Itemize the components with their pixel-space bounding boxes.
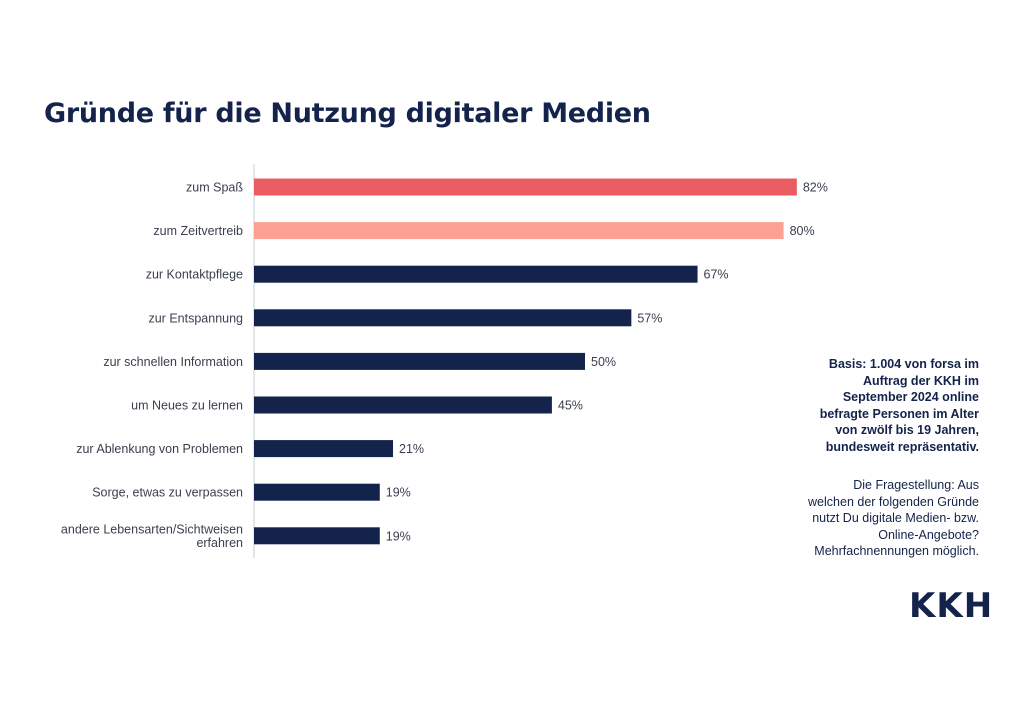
question-line: Mehrfachnennungen möglich. (814, 544, 979, 558)
bar (254, 178, 797, 196)
value-label: 57% (637, 311, 662, 325)
category-label: zur schnellen Information (103, 355, 243, 369)
basis-line: von zwölf bis 19 Jahren, (835, 423, 979, 437)
category-label: zum Zeitvertreib (153, 224, 243, 238)
value-label: 50% (591, 355, 616, 369)
basis-line: befragte Personen im Alter (819, 406, 979, 421)
category-label: zur Entspannung (148, 311, 243, 325)
basis-note: Basis: 1.004 von forsa im Auftrag der KK… (759, 356, 979, 455)
question-line: welchen der folgenden Gründe (808, 494, 979, 509)
bar (254, 527, 380, 545)
question-line: Online-Angebote? (878, 527, 979, 542)
bar (254, 265, 698, 283)
value-label: 21% (399, 442, 424, 456)
category-label: zur Ablenkung von Problemen (76, 442, 243, 456)
basis-line: bundesweit repräsentativ. (825, 439, 979, 454)
basis-line: September 2024 online (842, 390, 979, 404)
question-note: Die Fragestellung: Aus welchen der folge… (759, 477, 979, 560)
category-label: zum Spaß (186, 181, 243, 195)
value-label: 19% (386, 486, 411, 500)
category-label: um Neues zu lernen (131, 399, 243, 413)
value-label: 82% (803, 181, 828, 195)
bar (254, 309, 632, 327)
question-line: nutzt Du digitale Medien- bzw. (812, 511, 979, 525)
value-label: 67% (704, 268, 729, 282)
category-label: Sorge, etwas zu verpassen (92, 486, 243, 500)
question-line: Die Fragestellung: Aus (853, 478, 979, 492)
value-label: 80% (790, 224, 815, 238)
value-label: 45% (558, 399, 583, 413)
bar (254, 396, 552, 414)
value-label: 19% (386, 529, 411, 543)
category-label: zur Kontaktpflege (146, 268, 243, 282)
bar (254, 440, 394, 458)
chart-title: Gründe für die Nutzung digitaler Medien (44, 98, 651, 129)
bar (254, 222, 784, 240)
basis-line: Auftrag der KKH im (863, 373, 979, 388)
category-label: andere Lebensarten/Sichtweisen (61, 523, 243, 537)
bar (254, 352, 585, 370)
basis-line: Basis: 1.004 von forsa im (828, 357, 979, 371)
category-label: erfahren (196, 536, 243, 550)
kkh-logo: KKH (909, 586, 994, 626)
bar (254, 483, 380, 501)
